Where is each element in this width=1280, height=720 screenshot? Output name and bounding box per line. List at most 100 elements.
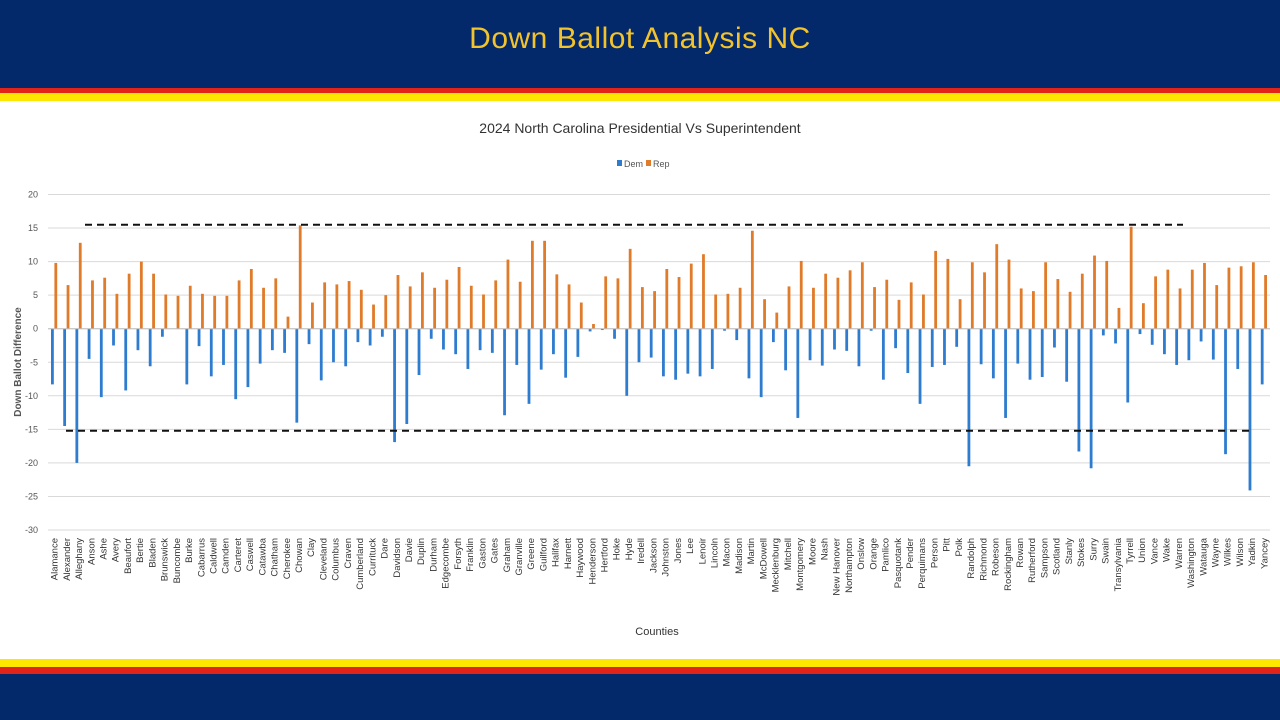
bar-dem-chowan [295,328,299,423]
x-tick-label: Burke [184,538,195,563]
x-axis-label: Counties [635,626,679,638]
bar-rep-person [934,250,938,329]
bar-rep-bertie [139,261,143,329]
bar-rep-pender [909,282,913,329]
bar-dem-transylvania [1114,328,1117,344]
x-tick-label: Clay [306,538,317,557]
slide-title: Down Ballot Analysis NC [469,22,811,55]
bar-rep-carteret [237,280,241,329]
x-tick-label: Transylvania [1113,537,1124,591]
bar-dem-yadkin [1248,328,1252,491]
bar-dem-rowan [1016,328,1020,364]
x-tick-label: Forsyth [453,538,464,570]
bar-dem-davidson [393,328,396,443]
bar-rep-wake [1166,269,1170,329]
bar-dem-perquimans [918,328,922,404]
x-tick-label: Halifax [551,538,562,567]
x-tick-label: Surry [1088,538,1099,561]
bar-rep-stanly [1068,291,1072,329]
x-tick-label: Graham [502,538,513,572]
bar-dem-wilson [1236,328,1240,369]
x-tick-label: Northampton [844,538,855,593]
y-tick-label: 20 [28,190,38,200]
bar-dem-jackson [649,328,653,358]
bar-rep-wilson [1239,266,1243,329]
x-tick-label: Gates [490,538,501,564]
bar-rep-dare [384,295,388,329]
x-tick-label: Avery [111,538,122,562]
y-tick-label: 15 [28,223,38,233]
bar-dem-richmond [979,328,983,365]
x-tick-label: Watauga [1198,537,1209,575]
bar-dem-anson [87,328,91,359]
bar-dem-mcdowell [759,328,763,398]
bar-dem-orange [869,328,873,331]
bar-rep-cherokee [286,316,290,329]
bar-rep-richmond [983,272,986,329]
x-tick-label: Craven [343,538,354,569]
x-tick-label: Catawba [257,537,268,575]
bar-rep-durham [433,287,437,329]
bar-rep-jackson [653,291,656,329]
bar-dem-sampson [1040,328,1044,378]
x-tick-label: Carteret [233,538,244,573]
bar-rep-mcdowell [763,299,766,329]
bar-dem-beaufort [124,328,128,391]
legend-swatch-dem [617,160,622,166]
bar-rep-rockingham [1007,259,1011,329]
x-tick-label: Moore [807,538,818,565]
bar-dem-iredell [637,328,641,363]
bar-dem-caswell [246,328,250,388]
bar-dem-cumberland [356,328,360,343]
x-tick-label: Swain [1101,538,1112,564]
bar-dem-moore [808,328,812,361]
x-tick-label: Jones [673,538,684,564]
bar-rep-cleveland [323,282,327,329]
bar-rep-montgomery [799,260,803,329]
x-tick-label: Wilkes [1223,538,1234,566]
bar-dem-tyrrell [1126,328,1130,403]
bar-rep-forsyth [457,266,461,329]
bar-dem-cleveland [319,328,323,381]
bar-dem-lenoir [698,328,702,377]
bar-dem-carteret [234,328,238,400]
x-tick-label: Cleveland [318,538,329,580]
footer-yellow-stripe [0,659,1280,667]
bar-rep-perquimans [922,294,925,329]
bar-rep-washington [1190,269,1194,329]
x-tick-label: Alamance [50,538,61,580]
bar-dem-rutherford [1028,328,1032,380]
bar-rep-onslow [860,262,864,329]
bar-rep-cabarrus [201,293,204,329]
bar-dem-avery [112,328,115,346]
x-tick-label: Richmond [978,538,989,581]
y-tick-label: 0 [33,324,38,334]
bar-dem-wilkes [1224,328,1227,455]
bar-rep-yancey [1264,275,1267,329]
bar-dem-pitt [943,328,946,365]
bar-dem-clay [307,328,311,345]
bar-rep-pitt [946,258,950,329]
x-tick-label: Union [1137,538,1148,563]
x-tick-label: Lincoln [709,538,720,568]
bar-rep-hoke [616,278,620,329]
bar-rep-graham [506,259,510,329]
bar-rep-polk [958,299,962,329]
bar-rep-new-hanover [836,277,840,329]
x-tick-label: Randolph [966,538,977,579]
y-tick-label: -5 [30,357,38,367]
y-tick-label: -15 [25,424,38,434]
bar-rep-haywood [579,302,583,329]
bar-dem-dare [380,328,384,337]
bar-rep-caldwell [213,295,217,329]
x-tick-label: Macon [722,538,733,567]
bar-rep-rowan [1019,288,1023,329]
bar-rep-avery [115,293,119,329]
bar-rep-madison [738,287,742,329]
bar-dem-caldwell [209,328,213,377]
x-tick-label: Brunswick [160,538,171,582]
bar-rep-sampson [1044,262,1048,329]
x-tick-label: Camden [221,538,232,574]
x-tick-label: McDowell [758,538,769,579]
y-tick-label: -30 [25,525,38,535]
